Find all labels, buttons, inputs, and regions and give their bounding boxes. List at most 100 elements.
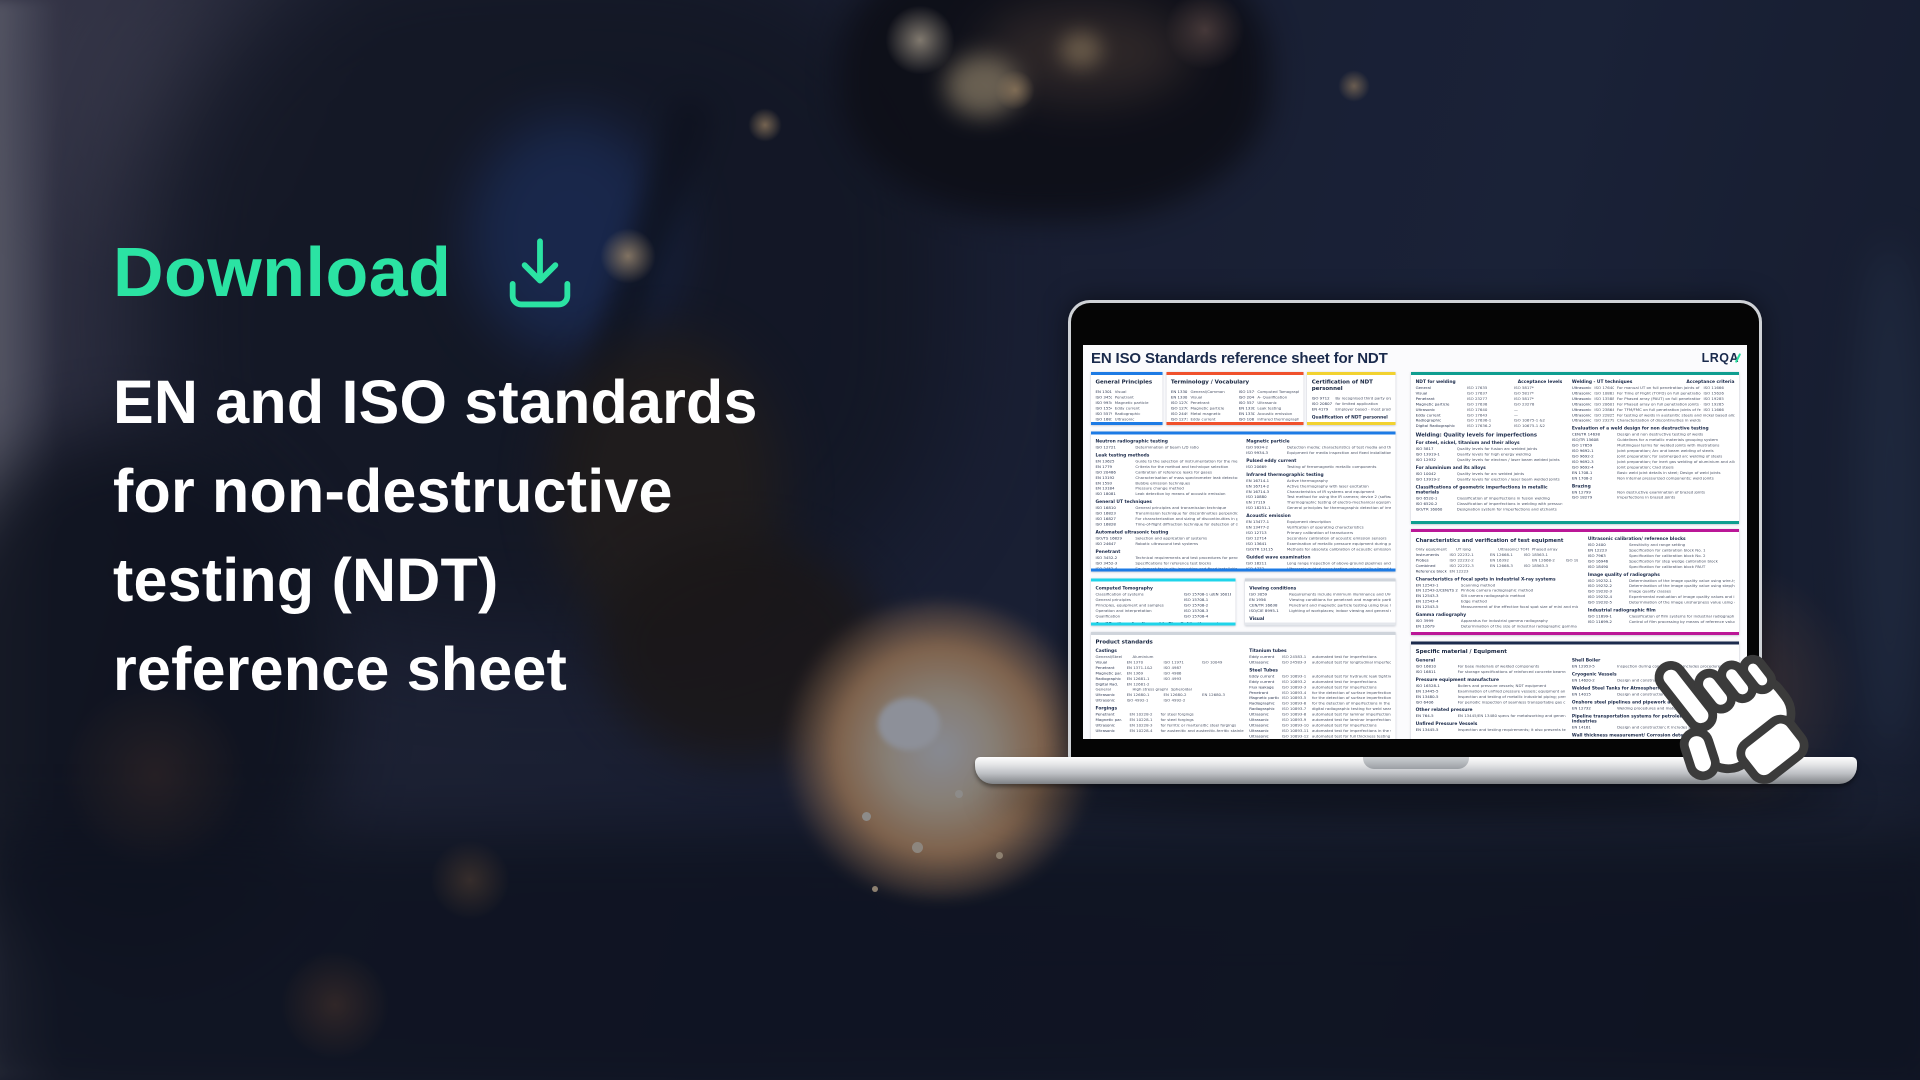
standard-row: EN 764-5 EN 13445/EN 13480 specs for meta… xyxy=(1415,713,1566,719)
group-heading: Gamma radiography xyxy=(1416,613,1579,618)
group-rows: ISO 3059 Requirements include minimum ill… xyxy=(1249,592,1391,614)
standard-row: ISO 16528-1 Boilers and pressure vessels;… xyxy=(1415,683,1547,688)
standard-row: ISO 5579 Radiographic xyxy=(1095,411,1141,416)
group-rows: ISO 20669 Testing of ferromagnetic metall… xyxy=(1246,464,1391,469)
group-heading-left: Image quality of radiographs xyxy=(1587,572,1660,578)
doc-band-3: Computed Tomography Classification of sy… xyxy=(1091,578,1396,626)
standard-row: Ultrasonic EN 10228-3 for ferritic or mart… xyxy=(1095,722,1237,728)
column-groups: Titanium tubes Eddy current ISO 24583-1 au… xyxy=(1249,649,1391,740)
group-heading: Steel Tubes xyxy=(1249,668,1391,673)
standards-group: Pressure equipment manufacture ISO 16528… xyxy=(1416,677,1566,705)
group-heading: Qualification of radiographic film digit… xyxy=(1096,622,1232,623)
standard-row: Ultrasonic ISO 4992-1 ISO 4992-2 xyxy=(1095,698,1186,703)
doc-title: EN ISO Standards reference sheet for NDT xyxy=(1091,350,1388,367)
standards-group: For aluminium and its alloys ISO 10042 Qu… xyxy=(1416,465,1563,482)
standard-row: ISO 3452-4 Equipment for in-situ inspecti… xyxy=(1095,566,1238,571)
standard-row: EN 13018Visual xyxy=(1095,389,1127,395)
standard-row: ISO 10878Infrared thermographic xyxy=(1238,416,1299,422)
standard-row: General/Steel Aluminium xyxy=(1095,654,1154,660)
group-heading-right: Acceptance criteria xyxy=(1686,379,1735,385)
group-heading: Leak testing methods xyxy=(1096,453,1238,458)
standard-row: EN 13184 Pressure change method xyxy=(1095,486,1184,491)
group-heading-left: Other related pressure xyxy=(1415,707,1473,713)
standard-row: Radiographic ISO 10893-7 digital radiograp… xyxy=(1249,706,1392,712)
doc-header: EN ISO Standards reference sheet for NDT… xyxy=(1091,350,1739,372)
standard-row: EN 16714-3 Characteristics of IR systems … xyxy=(1246,489,1375,494)
bg-helmet-reflection-2 xyxy=(1060,32,1102,68)
standard-row: Magnetic particle ISO 17638 ISO 23278 xyxy=(1415,401,1535,407)
standards-group: Characteristics and verification of test… xyxy=(1416,538,1579,544)
panel-column: Computed Tomography Classification of sy… xyxy=(1095,584,1232,623)
group-heading: Welding: Quality levels for imperfection… xyxy=(1416,432,1563,438)
standard-row: ISO 18211 Long range inspection of above-… xyxy=(1246,560,1391,566)
group-rows: CEN/TR 14638 Design and non destructive t… xyxy=(1572,432,1735,481)
standard-row: ISO 9692-1 Joint preparation; Arc and bea… xyxy=(1571,448,1714,454)
standard-row: ISO 9934-3 Equipment for media inspection… xyxy=(1246,450,1392,455)
standard-row: ISO 13919-1 Quality levels for high energ… xyxy=(1415,452,1531,457)
group-heading: NDT for welding Acceptance levels xyxy=(1416,380,1563,385)
download-link[interactable]: Download xyxy=(113,225,758,318)
group-heading: For aluminium and its alloys xyxy=(1416,465,1563,470)
standard-row: Ultrasonic ISO 23864 For TFM/FMC on full p… xyxy=(1571,407,1724,412)
standards-group: EN 13018Visual ISO 3452-1Penetrant ISO 9… xyxy=(1095,389,1159,423)
standard-row: Digital Radiographic ISO 17636-2 ISO 10675… xyxy=(1415,423,1545,429)
standard-row: ISO/TR 15608 Guidelines for a metallic ma… xyxy=(1571,437,1719,443)
standard-row: Ultrasonic ISO 23279 Characterization of d… xyxy=(1571,418,1701,423)
standard-row: ISO 3059 Requirements include minimum ill… xyxy=(1249,592,1391,597)
group-heading: Cryogenic Vessels xyxy=(1572,672,1735,677)
bg-spark-5 xyxy=(872,886,878,892)
group-rows: ISO/TS 25107Performance based qualificat… xyxy=(1312,421,1391,422)
standard-row: Ultrasonic EN 12680-1 EN 12680-2 EN 12680-3 xyxy=(1095,692,1225,698)
column-groups: General ISO 16810 For base materials of w… xyxy=(1416,658,1566,733)
group-heading: Automated ultrasonic testing xyxy=(1096,530,1238,535)
standard-row: ISO 19232-4 Experimental evaluation of im… xyxy=(1587,594,1735,600)
column-groups: Castings General/Steel Aluminium Visual EN… xyxy=(1096,649,1244,734)
standards-group: Wall thickness measurement/ Corrosion de… xyxy=(1572,733,1735,738)
group-heading-left: Titanium tubes xyxy=(1249,648,1287,654)
column-groups: ISO 15708-1Computed Tomography ISO 20484… xyxy=(1239,389,1299,423)
group-rows: ISO 16810 For base materials of welded co… xyxy=(1416,664,1566,675)
group-heading-left: Characteristics of focal spots in indust… xyxy=(1415,576,1556,582)
group-rows: General ISO 17635 ISO 5817* Visual ISO 1763… xyxy=(1416,386,1563,430)
standard-row: ISO 9692-4 Joint preparation; Clad steels xyxy=(1571,464,1674,470)
standard-row: Ultrasonic ISO 20601 For Phased array on f… xyxy=(1571,401,1724,407)
group-heading: Viewing conditions xyxy=(1249,586,1391,591)
standard-row: Ultrasonic ISO 10893-11 automated test for… xyxy=(1249,728,1391,733)
standard-row: EN 1956 Viewing conditions for penetrant … xyxy=(1249,597,1391,602)
standard-row: ISO 15708-1Computed Tomography xyxy=(1238,389,1299,395)
group-heading-left: Visual xyxy=(1249,616,1265,622)
group-rows: EN 12543-1 Scanning method EN 12543-2/CEN… xyxy=(1416,583,1579,610)
column-groups: Neutron radiographic testing ISO 12721 De… xyxy=(1095,439,1238,571)
group-heading: Magnetic particle xyxy=(1246,439,1391,444)
standards-group: Titanium tubes Eddy current ISO 24583-1 au… xyxy=(1249,649,1391,666)
standard-row: ISO 9934-2 Detection media; characteristi… xyxy=(1246,445,1392,450)
bg-spark-1 xyxy=(862,812,871,821)
standard-row: ISO 19232-1 Determination of the image qu… xyxy=(1587,578,1735,583)
standard-row: ISO 6406 For periodic inspection of seaml… xyxy=(1415,699,1566,705)
group-heading-left: Acoustic emission xyxy=(1246,513,1291,519)
group-heading-left: Viewing conditions xyxy=(1249,586,1297,591)
standard-row: ISO 5817 Quality levels for fusion arc we… xyxy=(1415,446,1538,452)
standard-row: Classification of systems ISO 15708-1 u/E… xyxy=(1095,592,1232,597)
standard-row: ISO 9934-1Magnetic particle xyxy=(1095,400,1149,405)
panel-title: Product standards xyxy=(1095,638,1153,646)
standard-row: Qualification ISO 15708-4 xyxy=(1095,613,1209,619)
panel-column: Viewing conditions ISO 3059 Requirements … xyxy=(1249,584,1391,623)
hero-title-line: reference sheet xyxy=(113,635,567,703)
standards-group: Qualification of radiographic film digit… xyxy=(1096,622,1232,623)
lrqa-logo: LRQA xyxy=(1701,351,1739,365)
group-heading: Onshore steel pipelines and pipework and… xyxy=(1572,700,1735,705)
hero-title-line: for non-destructive xyxy=(113,457,673,525)
standard-row: EN 12543-1 Scanning method xyxy=(1415,582,1496,588)
panel-title: Terminology / Vocabulary xyxy=(1170,378,1250,386)
standards-group: Visual EN 13927 Inspection equipment and … xyxy=(1249,616,1391,622)
bg-right-panel xyxy=(1855,240,1920,760)
standard-row: Ultrasonic EN 10228-4 for austenitic and a… xyxy=(1095,728,1244,733)
panel-column: Ultrasonic calibration/ reference blocks… xyxy=(1588,535,1735,632)
standards-group: Pipeline transportation systems for petr… xyxy=(1572,714,1735,730)
group-heading-right: Acceptance levels xyxy=(1517,379,1563,385)
standard-row: EN 13445-5 Inspection and testing require… xyxy=(1415,727,1566,733)
group-heading-left: Ultrasonic calibration/ reference blocks xyxy=(1587,536,1686,542)
